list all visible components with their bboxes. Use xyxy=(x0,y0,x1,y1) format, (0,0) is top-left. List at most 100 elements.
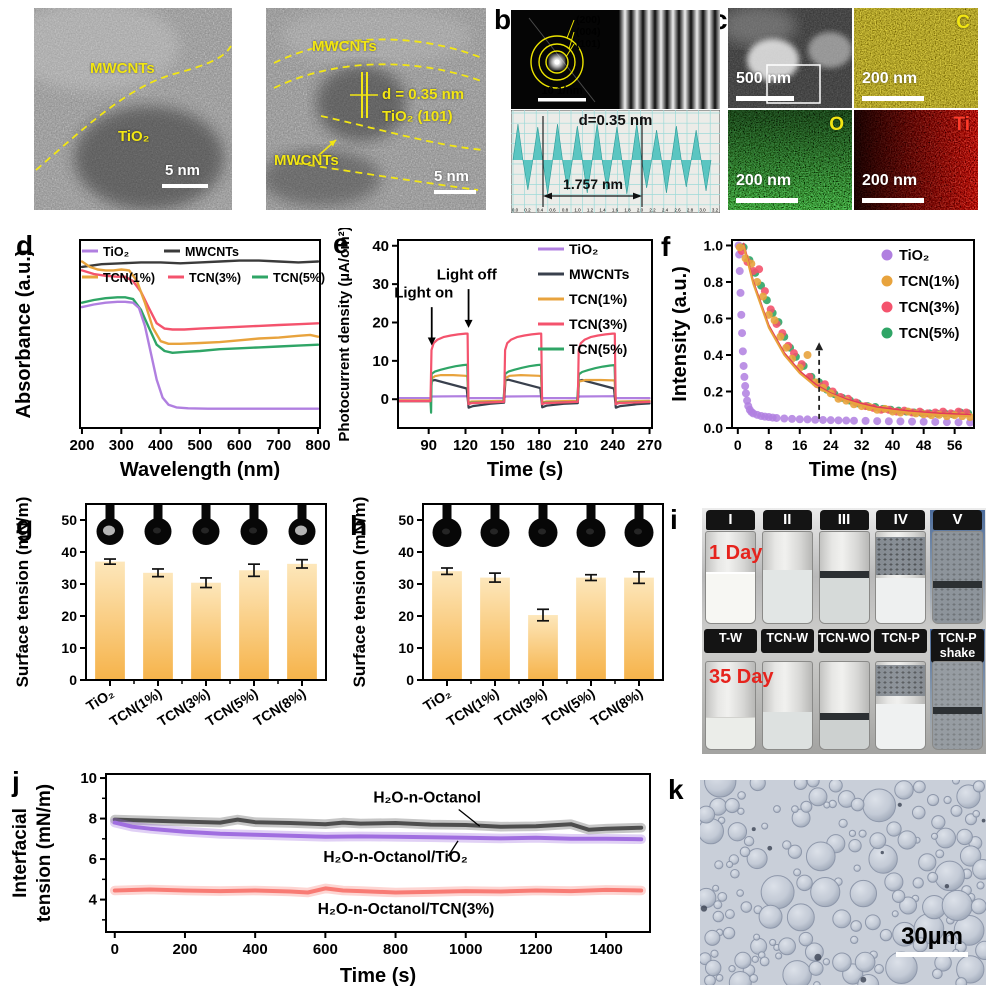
svg-text:1.8: 1.8 xyxy=(624,208,631,213)
svg-text:tension (mN/m): tension (mN/m) xyxy=(34,784,55,922)
svg-text:H₂O-n-Octanol: H₂O-n-Octanol xyxy=(373,789,481,806)
vial-cap: V xyxy=(933,510,982,530)
svg-text:Absorbance (a.u.): Absorbance (a.u.) xyxy=(13,250,35,419)
svg-text:1.0: 1.0 xyxy=(574,208,581,213)
panel-j-letter: j xyxy=(12,766,20,797)
svg-text:TCN(3%): TCN(3%) xyxy=(189,271,241,285)
svg-text:200: 200 xyxy=(69,437,94,454)
eds-map-c-art xyxy=(854,8,978,108)
svg-text:0.0: 0.0 xyxy=(704,420,724,436)
saed-image: (200) (004) (101) 10 1/nm xyxy=(511,10,619,109)
svg-text:30: 30 xyxy=(61,576,77,592)
svg-text:2.2: 2.2 xyxy=(649,208,656,213)
svg-text:400: 400 xyxy=(148,437,173,454)
svg-text:8: 8 xyxy=(89,811,97,828)
svg-text:2.0: 2.0 xyxy=(637,208,644,213)
photocurrent-chart: 90 120 150 180 210 240 270 0 10 20 30 40 Time (s) Pho… xyxy=(336,228,662,481)
svg-text:TiO₂: TiO₂ xyxy=(420,685,453,714)
vial-body xyxy=(761,531,813,624)
vial-T-W: T-W xyxy=(703,629,758,752)
vial-IV: IV xyxy=(873,510,928,626)
svg-text:150: 150 xyxy=(490,437,515,454)
panel-i-letter: i xyxy=(670,504,678,535)
eds-map-c: C 200 nm xyxy=(854,8,978,108)
svg-text:20: 20 xyxy=(61,608,77,624)
svg-text:6: 6 xyxy=(89,851,97,868)
stem-image: 500 nm xyxy=(728,8,852,108)
svg-text:H₂O-n-Octanol/TiO₂: H₂O-n-Octanol/TiO₂ xyxy=(323,849,467,866)
surface-tension-chart-1: 0 10 20 30 40 50 TiO₂TCN(1%)TCN(3%)TCN(5%)TCN(… xyxy=(13,497,327,729)
svg-text:TCN(8%): TCN(8%) xyxy=(588,685,646,729)
vial-body xyxy=(705,531,756,624)
hrtem-image-1: MWCNTs TiO₂ 5 nm xyxy=(34,8,232,210)
svg-text:800: 800 xyxy=(383,941,408,958)
vial-V: V xyxy=(930,510,985,626)
svg-text:240: 240 xyxy=(600,437,625,454)
svg-text:TCN(8%): TCN(8%) xyxy=(251,685,309,729)
svg-text:TCN(5%): TCN(5%) xyxy=(203,685,261,729)
vial-row-1day: I II III IV V xyxy=(703,510,985,626)
svg-text:TCN(1%): TCN(1%) xyxy=(899,274,960,290)
svg-text:0.4: 0.4 xyxy=(537,208,544,213)
scale-bar-label: 200 nm xyxy=(862,172,918,189)
vial-row-35day: T-W TCN-W TCN-WO TCN-P TCN-P shake xyxy=(703,629,985,752)
profile-width-label: 1.757 nm xyxy=(563,176,623,192)
panel-f-letter: f xyxy=(661,231,671,262)
svg-text:Light off: Light off xyxy=(437,267,498,284)
svg-text:MWCNTs: MWCNTs xyxy=(569,266,630,282)
svg-text:2.4: 2.4 xyxy=(662,208,669,213)
svg-text:16: 16 xyxy=(792,437,808,453)
vial-body xyxy=(932,531,983,624)
panel-h-letter: h xyxy=(350,510,368,541)
svg-text:Time (s): Time (s) xyxy=(340,965,416,987)
panel-d-letter: d xyxy=(16,230,34,261)
vial-body xyxy=(818,531,870,624)
vial-label: TCN-P xyxy=(874,629,928,653)
svg-text:10: 10 xyxy=(398,640,414,656)
svg-text:56: 56 xyxy=(947,437,963,453)
svg-text:Surface tension (mN/m): Surface tension (mN/m) xyxy=(13,497,32,688)
svg-text:4: 4 xyxy=(89,892,98,909)
element-c-label: C xyxy=(956,12,970,33)
vial-TCN-W: TCN-W xyxy=(760,629,815,752)
svg-text:500: 500 xyxy=(187,437,212,454)
svg-text:0.8: 0.8 xyxy=(562,208,569,213)
vial-body xyxy=(818,661,870,750)
svg-text:300: 300 xyxy=(109,437,134,454)
svg-text:1200: 1200 xyxy=(519,941,552,958)
svg-text:400: 400 xyxy=(243,941,268,958)
svg-text:50: 50 xyxy=(398,512,414,528)
panel-b-letter: b xyxy=(494,4,512,35)
svg-text:0: 0 xyxy=(69,672,77,688)
svg-text:10: 10 xyxy=(61,640,77,656)
svg-text:1400: 1400 xyxy=(589,941,622,958)
svg-text:1.6: 1.6 xyxy=(612,208,619,213)
svg-text:TiO₂: TiO₂ xyxy=(569,241,598,257)
vial-cap: II xyxy=(762,510,812,530)
svg-text:20: 20 xyxy=(372,314,389,331)
svg-text:48: 48 xyxy=(916,437,932,453)
vial-body xyxy=(932,661,983,750)
svg-text:0.6: 0.6 xyxy=(549,208,556,213)
svg-text:TCN(3%): TCN(3%) xyxy=(899,300,960,316)
svg-text:1.4: 1.4 xyxy=(599,208,606,213)
hrtem-image-2: MWCNTs d = 0.35 nm TiO₂ (101) MWCNTs 5 n… xyxy=(266,8,486,210)
svg-text:210: 210 xyxy=(563,437,588,454)
vial-TCN-P: TCN-P xyxy=(873,629,928,752)
svg-text:TCN(5%): TCN(5%) xyxy=(273,271,325,285)
intensity-profile: 0.0 0.2 0.4 0.6 0.8 1.0 1.2 1.4 1.6 1.8 2.0 2.2 2.4 2… xyxy=(510,109,721,214)
day-1-label: 1 Day xyxy=(709,542,763,564)
scale-bar-label: 500 nm xyxy=(736,70,792,87)
svg-text:TCN(3%): TCN(3%) xyxy=(492,685,550,729)
svg-text:MWCNTs: MWCNTs xyxy=(185,245,239,259)
vial-label: TCN-WO xyxy=(817,629,871,653)
eds-map-o: O 200 nm xyxy=(728,110,852,210)
svg-text:30: 30 xyxy=(372,276,389,293)
mwcnts-label: MWCNTs xyxy=(90,60,155,77)
svg-text:40: 40 xyxy=(61,544,77,560)
svg-text:TCN(5%): TCN(5%) xyxy=(899,326,960,342)
svg-text:Wavelength (nm): Wavelength (nm) xyxy=(120,459,280,481)
vial-photo-panel: I II III IV V T-W TCN-W TCN-WO TCN-P TCN… xyxy=(702,508,986,754)
scale-bar-label: 5 nm xyxy=(165,162,201,179)
vial-body xyxy=(875,661,927,750)
